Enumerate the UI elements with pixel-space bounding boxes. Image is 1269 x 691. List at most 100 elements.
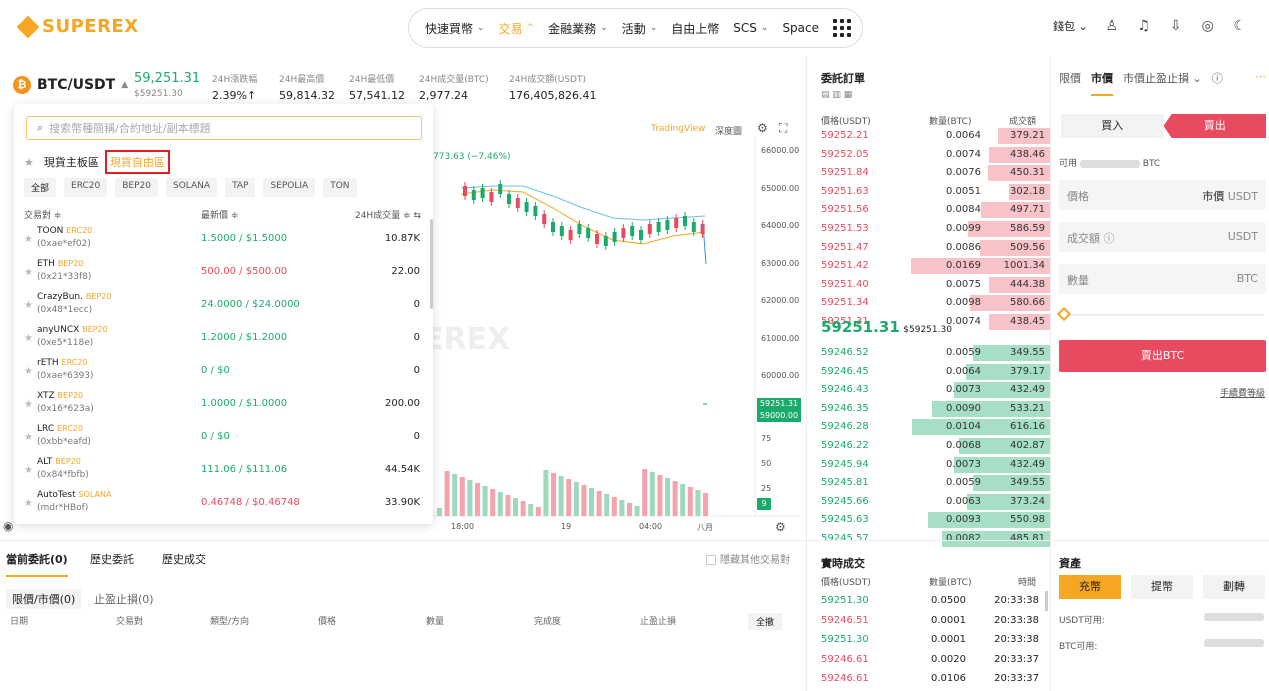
bid-row[interactable]: 59245.57 0.0082 485.81 bbox=[821, 531, 1051, 547]
tab-open-orders[interactable]: 當前委託(0) bbox=[6, 551, 68, 577]
sell-tab[interactable]: 賣出 bbox=[1163, 114, 1266, 138]
ask-row[interactable]: 59251.34 0.0098 580.66 bbox=[821, 295, 1051, 312]
chain-chip[interactable]: BEP20 bbox=[115, 178, 158, 197]
dropdown-scrollbar[interactable] bbox=[430, 219, 433, 309]
favorite-star-icon[interactable]: ★ bbox=[24, 399, 33, 410]
price-field[interactable]: 價格 市價 USDT bbox=[1059, 180, 1266, 210]
chain-chip[interactable]: 全部 bbox=[24, 178, 57, 197]
pair-row[interactable]: ★ rETH ERC20 (0xae*6393) 0 / $0 0 bbox=[24, 356, 420, 388]
slider-handle[interactable] bbox=[1056, 306, 1072, 322]
bid-row[interactable]: 59245.81 0.0059 349.55 bbox=[821, 475, 1051, 492]
more-icon[interactable]: ⋯ bbox=[1255, 70, 1266, 83]
hide-other-pairs[interactable]: 隱藏其他交易對 bbox=[706, 551, 790, 566]
order-type-tab[interactable]: 市價止盈止損 ⌄ bbox=[1123, 72, 1202, 85]
ask-row[interactable]: 59252.05 0.0074 438.46 bbox=[821, 146, 1051, 163]
chart-settings-icon[interactable]: ⚙ bbox=[775, 520, 786, 534]
trades-scrollbar[interactable] bbox=[1045, 591, 1048, 611]
ask-row[interactable]: 59251.84 0.0076 450.31 bbox=[821, 165, 1051, 182]
fullscreen-icon[interactable]: ⛶ bbox=[779, 121, 788, 135]
chain-chip[interactable]: SOLANA bbox=[166, 178, 218, 197]
pair-row[interactable]: ★ anyUNCX BEP20 (0xe5*118e) 1.2000 / $1.200… bbox=[24, 323, 420, 355]
pair-row[interactable]: ★ ETH BEP20 (0x21*33f8) 500.00 / $500.00 22.… bbox=[24, 257, 420, 289]
bid-row[interactable]: 59246.45 0.0064 379.17 bbox=[821, 363, 1051, 380]
cancel-all-button[interactable]: 全撤 bbox=[748, 613, 783, 630]
tab-main-board[interactable]: 現貨主板區 bbox=[43, 156, 99, 169]
bid-row[interactable]: 59245.66 0.0063 373.24 bbox=[821, 493, 1051, 510]
subtab-tp-sl[interactable]: 止盈止損(0) bbox=[94, 593, 154, 606]
buy-tab[interactable]: 買入 bbox=[1061, 114, 1164, 138]
favorite-star-icon[interactable]: ★ bbox=[24, 333, 33, 344]
col-price[interactable]: 最新價 ≑ bbox=[201, 211, 239, 221]
book-view-icons[interactable]: ▤ ▥ ▦ bbox=[821, 90, 853, 100]
chain-chip[interactable]: TAP bbox=[225, 178, 256, 197]
bell-icon[interactable]: ♫ bbox=[1137, 18, 1150, 34]
nav-item-3[interactable]: 活動 bbox=[621, 21, 646, 36]
eye-icon[interactable]: ◉ bbox=[3, 519, 14, 533]
col-pair[interactable]: 交易對 ≑ bbox=[24, 211, 62, 221]
ask-row[interactable]: 59252.21 0.0064 379.21 bbox=[821, 128, 1051, 144]
col-volume[interactable]: 24H成交量 ≑ ⇆ bbox=[354, 211, 421, 221]
withdraw-button[interactable]: 提幣 bbox=[1131, 575, 1193, 599]
quantity-field[interactable]: 數量 BTC bbox=[1059, 264, 1266, 294]
tab-trade-history[interactable]: 歷史成交 bbox=[162, 553, 206, 566]
bid-row[interactable]: 59246.52 0.0059 349.55 bbox=[821, 345, 1051, 361]
order-type-tab[interactable]: ⓘ bbox=[1211, 72, 1223, 85]
search-input[interactable]: ⌕ 搜索幣種簡稱/合約地址/副本標題 bbox=[26, 116, 422, 140]
apps-grid-icon[interactable] bbox=[833, 19, 852, 37]
ask-row[interactable]: 59251.53 0.0099 586.59 bbox=[821, 221, 1051, 237]
chain-chip[interactable]: ERC20 bbox=[64, 178, 108, 197]
amount-slider[interactable] bbox=[1061, 314, 1264, 316]
nav-item-0[interactable]: 快速買幣 bbox=[425, 21, 474, 36]
nav-item-2[interactable]: 金融業務 bbox=[548, 21, 597, 36]
moon-icon[interactable]: ☾ bbox=[1233, 18, 1246, 34]
chain-chip[interactable]: SEPOLIA bbox=[263, 178, 316, 197]
depth-tab[interactable]: 深度圖 bbox=[715, 127, 743, 137]
checkbox[interactable] bbox=[706, 555, 716, 565]
pair-row[interactable]: ★ CrazyBun. BEP20 (0x48*1ecc) 24.0000 / $24… bbox=[24, 290, 420, 322]
nav-item-5[interactable]: SCS bbox=[733, 21, 757, 35]
favorite-star-icon[interactable]: ★ bbox=[24, 432, 33, 443]
favorite-star-icon[interactable]: ★ bbox=[24, 267, 33, 278]
star-icon[interactable]: ★ bbox=[24, 155, 34, 169]
ask-row[interactable]: 59251.31 0.0074 438.45 bbox=[821, 314, 1051, 330]
ask-row[interactable]: 59251.40 0.0075 444.38 bbox=[821, 276, 1051, 293]
deposit-button[interactable]: 充幣 bbox=[1059, 575, 1121, 599]
bid-row[interactable]: 59245.63 0.0093 550.98 bbox=[821, 512, 1051, 529]
superex-logo[interactable]: SUPEREX bbox=[16, 15, 139, 38]
bid-row[interactable]: 59246.28 0.0104 616.16 bbox=[821, 419, 1051, 436]
wallet-menu[interactable]: 錢包 ⌄ bbox=[1053, 20, 1088, 33]
favorite-star-icon[interactable]: ★ bbox=[24, 498, 33, 509]
nav-item-6[interactable]: Space bbox=[782, 21, 820, 35]
nav-item-4[interactable]: 自由上幣 bbox=[671, 21, 720, 36]
user-icon[interactable]: ♙ bbox=[1105, 18, 1118, 34]
price-chart[interactable]: TradingView 深度圖 ⚙ ⛶ 773.63 (−7.46%) EREX… bbox=[423, 112, 801, 540]
pair-row[interactable]: ★ ALT BEP20 (0x84*fbfb) 111.06 / $111.06 44.… bbox=[24, 455, 420, 487]
ask-row[interactable]: 59251.63 0.0051 302.18 bbox=[821, 183, 1051, 200]
bid-row[interactable]: 59246.35 0.0090 533.21 bbox=[821, 400, 1051, 417]
sell-btc-button[interactable]: 賣出BTC bbox=[1059, 340, 1266, 372]
chain-chip[interactable]: TON bbox=[323, 178, 357, 197]
favorite-star-icon[interactable]: ★ bbox=[24, 465, 33, 476]
ask-row[interactable]: 59251.47 0.0086 509.56 bbox=[821, 239, 1051, 256]
pair-row[interactable]: ★ XTZ BEP20 (0x16*623a) 1.0000 / $1.0000 200… bbox=[24, 389, 420, 421]
globe-icon[interactable]: ◎ bbox=[1201, 18, 1214, 34]
pair-selector[interactable]: ₿ BTC/USDT ▲ bbox=[13, 76, 128, 94]
download-icon[interactable]: ⇩ bbox=[1169, 18, 1182, 34]
favorite-star-icon[interactable]: ★ bbox=[24, 234, 33, 245]
bid-row[interactable]: 59246.22 0.0068 402.87 bbox=[821, 438, 1051, 454]
order-type-tab[interactable]: 市價 bbox=[1091, 70, 1113, 96]
ask-row[interactable]: 59251.42 0.0169 1001.34 bbox=[821, 258, 1051, 275]
favorite-star-icon[interactable]: ★ bbox=[24, 300, 33, 311]
transfer-button[interactable]: 劃轉 bbox=[1203, 575, 1265, 599]
tab-order-history[interactable]: 歷史委託 bbox=[90, 553, 134, 566]
pair-row[interactable]: ★ TOON ERC20 (0xae*ef02) 1.5000 / $1.5000 10… bbox=[24, 224, 420, 256]
favorite-star-icon[interactable]: ★ bbox=[24, 366, 33, 377]
order-type-tab[interactable]: 限價 bbox=[1059, 72, 1081, 85]
ask-row[interactable]: 59251.56 0.0084 497.71 bbox=[821, 202, 1051, 219]
amount-field[interactable]: 成交額 ⓘ USDT bbox=[1059, 222, 1266, 252]
tradingview-tab[interactable]: TradingView bbox=[651, 124, 706, 134]
pair-row[interactable]: ★ AutoTest SOLANA (mdr*HBof) 0.46748 / $0.4… bbox=[24, 488, 420, 520]
bid-row[interactable]: 59245.94 0.0073 432.49 bbox=[821, 456, 1051, 473]
pair-row[interactable]: ★ LRC ERC20 (0xbb*eafd) 0 / $0 0 bbox=[24, 422, 420, 454]
fee-level-link[interactable]: 手續費等級 bbox=[1219, 389, 1265, 399]
